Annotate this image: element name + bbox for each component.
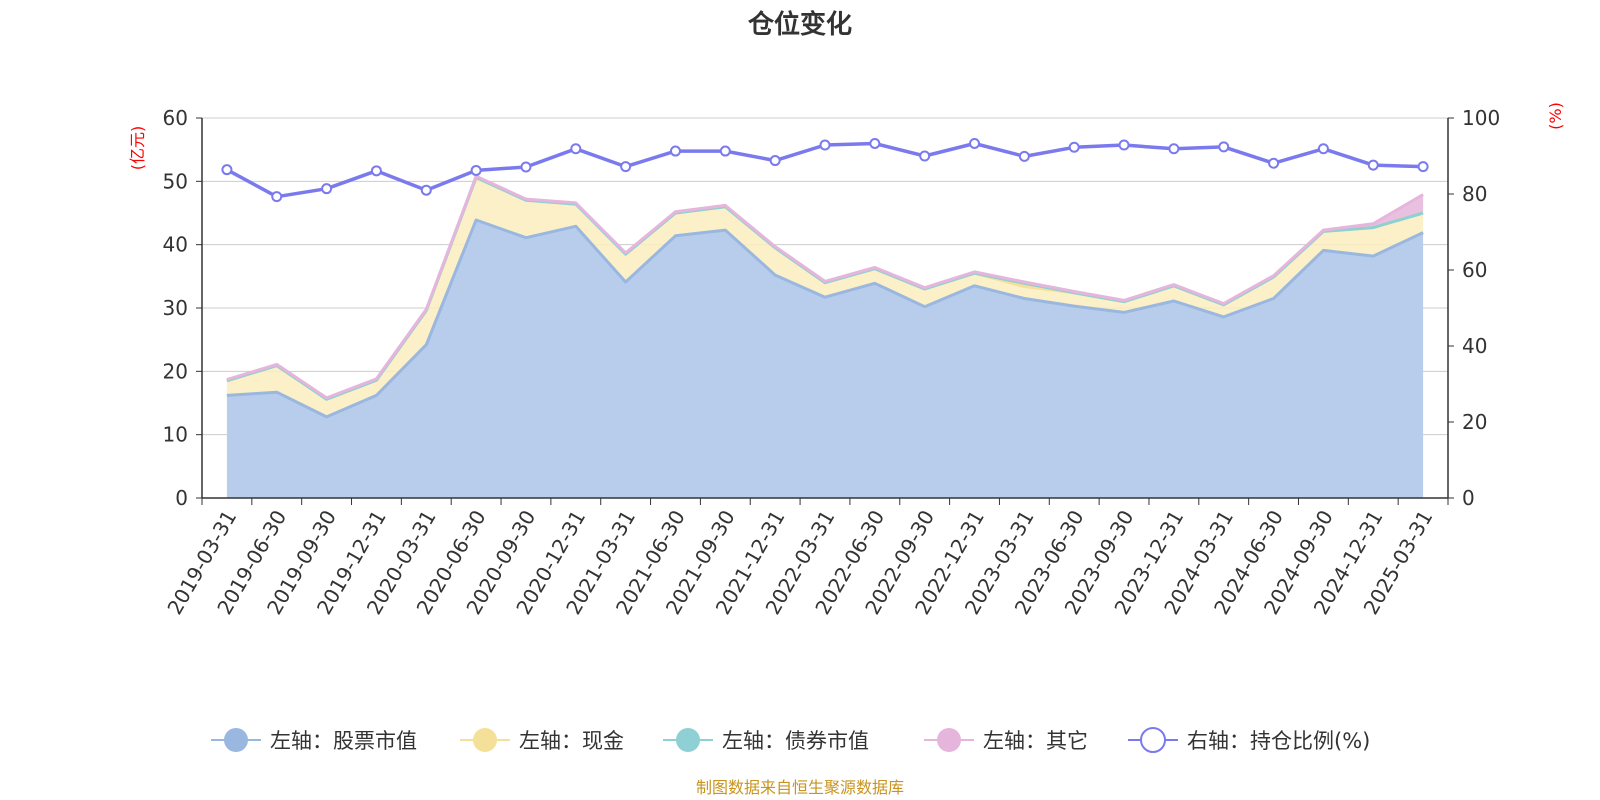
ratio-point bbox=[221, 164, 233, 176]
legend-label: 左轴：债券市值 bbox=[722, 729, 869, 753]
ratio-point bbox=[520, 161, 532, 173]
left-axis-unit: (亿元) bbox=[128, 126, 147, 171]
ratio-point bbox=[819, 139, 831, 151]
ratio-point bbox=[869, 137, 881, 149]
ratio-point bbox=[919, 150, 931, 162]
left-tick-label: 60 bbox=[163, 106, 188, 130]
legend-marker bbox=[1140, 727, 1166, 753]
legend-marker bbox=[473, 728, 497, 752]
ratio-point bbox=[620, 161, 632, 173]
legend-label: 左轴：现金 bbox=[519, 729, 624, 753]
legend-label: 左轴：其它 bbox=[983, 729, 1088, 753]
ratio-point bbox=[1317, 143, 1329, 155]
ratio-point bbox=[1268, 157, 1280, 169]
right-tick-label: 40 bbox=[1462, 334, 1487, 358]
ratio-point bbox=[669, 145, 681, 157]
ratio-point bbox=[1417, 161, 1429, 173]
left-tick-label: 10 bbox=[163, 423, 188, 447]
ratio-point bbox=[470, 164, 482, 176]
legend-item-stock: 左轴：股票市值 bbox=[211, 728, 417, 753]
legend-item-other: 左轴：其它 bbox=[924, 728, 1088, 753]
legend-marker bbox=[676, 728, 700, 752]
left-tick-label: 0 bbox=[175, 486, 188, 510]
ratio-point bbox=[1118, 139, 1130, 151]
legend-marker bbox=[937, 728, 961, 752]
data-source-note: 制图数据来自恒生聚源数据库 bbox=[696, 778, 904, 797]
ratio-point bbox=[321, 183, 333, 195]
legend-marker bbox=[224, 728, 248, 752]
ratio-point bbox=[570, 143, 582, 155]
ratio-point bbox=[769, 155, 781, 167]
right-tick-label: 80 bbox=[1462, 182, 1487, 206]
ratio-point bbox=[420, 184, 432, 196]
left-tick-label: 40 bbox=[163, 233, 188, 257]
legend-item-ratio: 右轴：持仓比例(%) bbox=[1128, 727, 1370, 753]
left-tick-label: 50 bbox=[163, 169, 188, 193]
legend-item-bond: 左轴：债券市值 bbox=[663, 728, 869, 753]
chart-title: 仓位变化 bbox=[747, 9, 852, 40]
ratio-point bbox=[271, 191, 283, 203]
ratio-point bbox=[1068, 141, 1080, 153]
legend: 左轴：股票市值 左轴：现金 左轴：债券市值 左轴：其它 右轴：持仓比例(%) bbox=[211, 727, 1370, 753]
left-tick-label: 30 bbox=[163, 296, 188, 320]
ratio-point bbox=[1218, 141, 1230, 153]
ratio-point bbox=[1018, 150, 1030, 162]
right-tick-label: 20 bbox=[1462, 410, 1487, 434]
stacked-areas bbox=[226, 174, 1424, 498]
ratio-point bbox=[719, 145, 731, 157]
left-tick-label: 20 bbox=[163, 359, 188, 383]
ratio-point bbox=[1168, 143, 1180, 155]
right-tick-label: 60 bbox=[1462, 258, 1487, 282]
holding-ratio-series bbox=[221, 137, 1429, 203]
ratio-point bbox=[969, 137, 981, 149]
ratio-point bbox=[370, 165, 382, 177]
line-other bbox=[226, 174, 1424, 400]
line-stock bbox=[226, 218, 1424, 419]
legend-label: 右轴：持仓比例(%) bbox=[1187, 729, 1370, 753]
right-tick-label: 0 bbox=[1462, 486, 1475, 510]
right-axis-unit: (%) bbox=[1546, 102, 1565, 130]
legend-label: 左轴：股票市值 bbox=[270, 729, 417, 753]
ratio-point bbox=[1367, 159, 1379, 171]
ratio-line bbox=[226, 141, 1424, 199]
right-tick-label: 100 bbox=[1462, 106, 1500, 130]
legend-item-cash: 左轴：现金 bbox=[460, 728, 624, 753]
area-stock bbox=[226, 220, 1424, 498]
